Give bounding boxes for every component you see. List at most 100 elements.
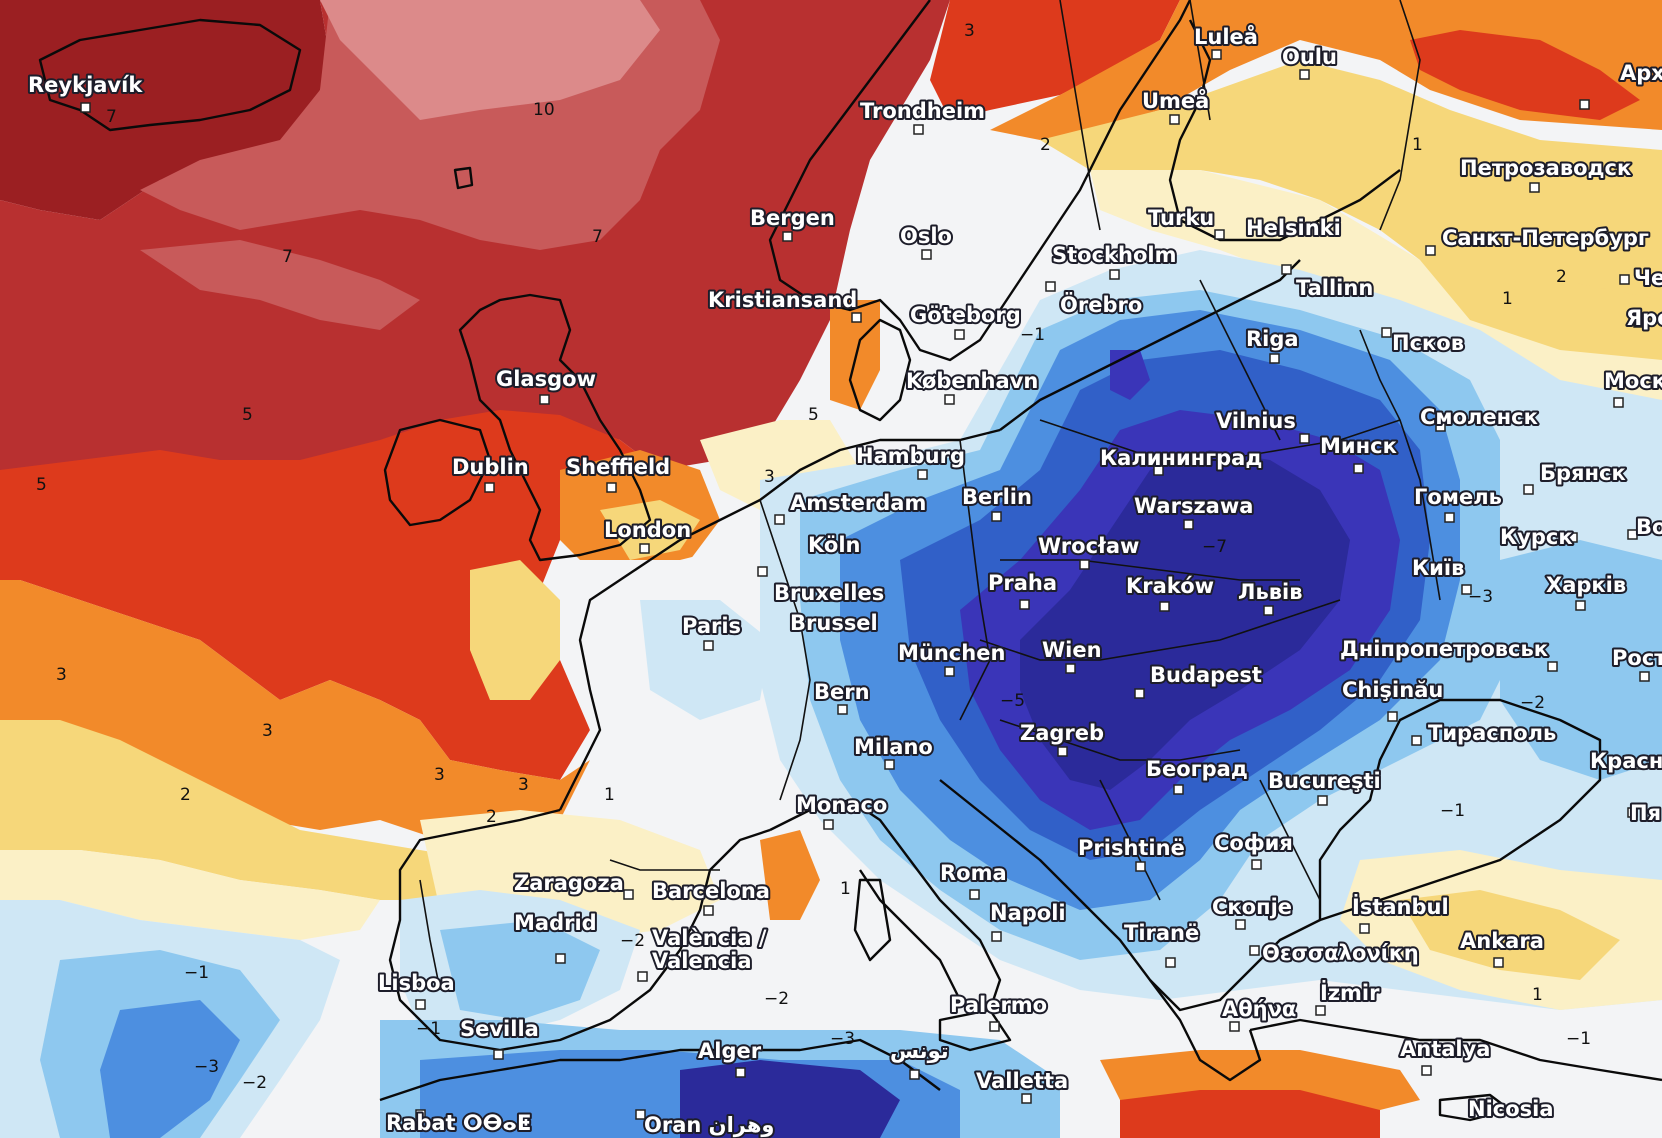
- city-marker[interactable]: Bern: [812, 678, 872, 715]
- city-marker[interactable]: Barcelona: [650, 877, 772, 916]
- city-marker[interactable]: Umeå: [1140, 86, 1211, 125]
- city-marker[interactable]: Lisboa: [376, 969, 457, 1010]
- city-marker[interactable]: تونس: [888, 1037, 951, 1080]
- city-marker[interactable]: Львів: [1236, 578, 1305, 616]
- city-marker[interactable]: Budapest: [1134, 661, 1264, 699]
- border-14: [1189, 0, 1211, 121]
- city-marker[interactable]: Яро: [1624, 304, 1662, 332]
- city-marker[interactable]: Ankara: [1458, 927, 1546, 968]
- city-marker[interactable]: Sheffield: [564, 453, 672, 493]
- city-marker[interactable]: Göteborg: [908, 301, 1023, 340]
- city-marker[interactable]: Арх: [1579, 59, 1662, 110]
- city-marker[interactable]: Antalya: [1398, 1035, 1492, 1076]
- city-marker[interactable]: Zagreb: [1018, 719, 1106, 757]
- city-marker[interactable]: Roma: [938, 859, 1009, 900]
- city-marker[interactable]: Valletta: [974, 1067, 1070, 1104]
- city-marker[interactable]: София: [1212, 829, 1295, 870]
- city-marker[interactable]: Bucureşti: [1266, 767, 1383, 806]
- city-marker[interactable]: Berlin: [960, 483, 1034, 522]
- city-marker[interactable]: Bergen: [748, 204, 837, 242]
- city-label: Тирасполь: [1428, 721, 1556, 745]
- city-marker[interactable]: Київ: [1410, 554, 1472, 595]
- city-label: Дніпропетровськ: [1340, 637, 1548, 661]
- field-sw-blue: [100, 1000, 240, 1138]
- city-marker[interactable]: Тирасполь: [1411, 719, 1558, 747]
- city-marker[interactable]: Örebro: [1045, 281, 1144, 319]
- city-marker[interactable]: Санкт-Петербург: [1425, 224, 1651, 256]
- city-marker[interactable]: Rabat ⵔⴱⴰⵟ: [384, 1109, 533, 1137]
- city-marker[interactable]: Петрозаводск: [1458, 154, 1633, 193]
- city-marker[interactable]: Dublin: [450, 453, 531, 493]
- city-label: İstanbul: [1352, 894, 1449, 919]
- city-marker[interactable]: Псков: [1381, 327, 1466, 357]
- city-marker[interactable]: Sevilla: [458, 1015, 541, 1060]
- city-marker[interactable]: Красн: [1588, 747, 1662, 775]
- city-marker[interactable]: Nicosia: [1466, 1095, 1556, 1123]
- city-marker[interactable]: Брянск: [1523, 459, 1628, 495]
- city-marker[interactable]: Helsinki: [1244, 214, 1343, 275]
- city-marker[interactable]: Turku: [1146, 204, 1225, 240]
- city-marker[interactable]: Tiranë: [1122, 919, 1201, 968]
- city-label: Lisboa: [378, 971, 455, 995]
- city-marker[interactable]: Воро: [1627, 513, 1662, 541]
- contour-label: 10: [533, 100, 555, 120]
- city-marker[interactable]: Vilnius: [1214, 407, 1310, 444]
- city-marker[interactable]: Prishtinë: [1076, 834, 1187, 872]
- city-marker[interactable]: Palermo: [948, 991, 1049, 1032]
- city-marker[interactable]: Минск: [1318, 432, 1399, 474]
- city-marker[interactable]: Köln: [757, 531, 862, 577]
- city-marker[interactable]: Trondheim: [858, 97, 987, 135]
- city-marker[interactable]: Madrid: [512, 909, 599, 964]
- city-marker[interactable]: Харків: [1544, 571, 1628, 611]
- city-marker[interactable]: Kraków: [1124, 572, 1216, 612]
- city-marker[interactable]: København: [904, 367, 1040, 405]
- city-marker[interactable]: Че: [1619, 264, 1662, 292]
- city-marker[interactable]: Oran وهران: [635, 1109, 776, 1138]
- city-marker[interactable]: Москва: [1602, 367, 1662, 408]
- city-marker[interactable]: Θεσσαλονίκη: [1249, 939, 1421, 967]
- city-marker[interactable]: München: [896, 639, 1007, 677]
- city-marker[interactable]: Oulu: [1280, 43, 1339, 80]
- city-marker[interactable]: València /: [637, 924, 769, 982]
- city-marker[interactable]: Калининград: [1098, 444, 1264, 476]
- city-marker[interactable]: Alger: [696, 1037, 764, 1078]
- city-marker[interactable]: İstanbul: [1350, 892, 1451, 934]
- city-marker[interactable]: Milano: [852, 733, 935, 770]
- coast-denmark: [848, 318, 912, 422]
- city-marker[interactable]: Praha: [986, 569, 1059, 610]
- city-marker[interactable]: Пя: [1627, 799, 1662, 827]
- field-iberia-light-blue: [440, 920, 600, 1020]
- city-marker[interactable]: Wien: [1040, 636, 1104, 674]
- field-north-yellow: [1040, 60, 1662, 330]
- city-marker[interactable]: London: [602, 516, 693, 554]
- city-marker[interactable]: Amsterdam: [774, 489, 928, 525]
- city-marker[interactable]: Рост: [1610, 644, 1662, 682]
- city-marker[interactable]: Luleå: [1192, 22, 1260, 60]
- city-marker[interactable]: Αθήνα: [1220, 995, 1298, 1032]
- city-marker[interactable]: Napoli: [988, 899, 1068, 942]
- city-marker[interactable]: Chişinău: [1340, 676, 1445, 722]
- city-marker[interactable]: Wrocław: [1036, 532, 1141, 570]
- city-marker[interactable]: Riga: [1244, 325, 1301, 364]
- city-marker[interactable]: Курск: [1498, 523, 1578, 551]
- city-marker[interactable]: Paris: [680, 612, 743, 651]
- city-marker[interactable]: Смоленск: [1418, 403, 1540, 432]
- city-label: Москва: [1604, 369, 1662, 393]
- city-marker[interactable]: Дніпропетровськ: [1338, 635, 1558, 672]
- city-marker[interactable]: Glasgow: [494, 365, 598, 405]
- city-marker[interactable]: Гомель: [1412, 483, 1504, 523]
- city-marker[interactable]: Београд: [1144, 755, 1250, 795]
- city-marker[interactable]: Reykjavík: [26, 71, 145, 113]
- city-marker[interactable]: Tallinn: [1294, 274, 1375, 302]
- city-marker[interactable]: Hamburg: [854, 442, 967, 480]
- city-marker[interactable]: Warszawa: [1132, 492, 1255, 530]
- city-marker[interactable]: Скопје: [1210, 893, 1294, 930]
- city-marker[interactable]: Stockholm: [1050, 241, 1178, 280]
- city-marker[interactable]: İzmir: [1315, 978, 1382, 1016]
- city-marker[interactable]: Oslo: [898, 222, 954, 260]
- city-marker[interactable]: Zaragoza: [512, 869, 634, 900]
- city-marker[interactable]: Bruxelles: [772, 579, 886, 607]
- contour-label: −1: [416, 1019, 441, 1039]
- city-marker[interactable]: Kristiansand: [706, 286, 862, 323]
- city-marker[interactable]: Monaco: [794, 791, 889, 830]
